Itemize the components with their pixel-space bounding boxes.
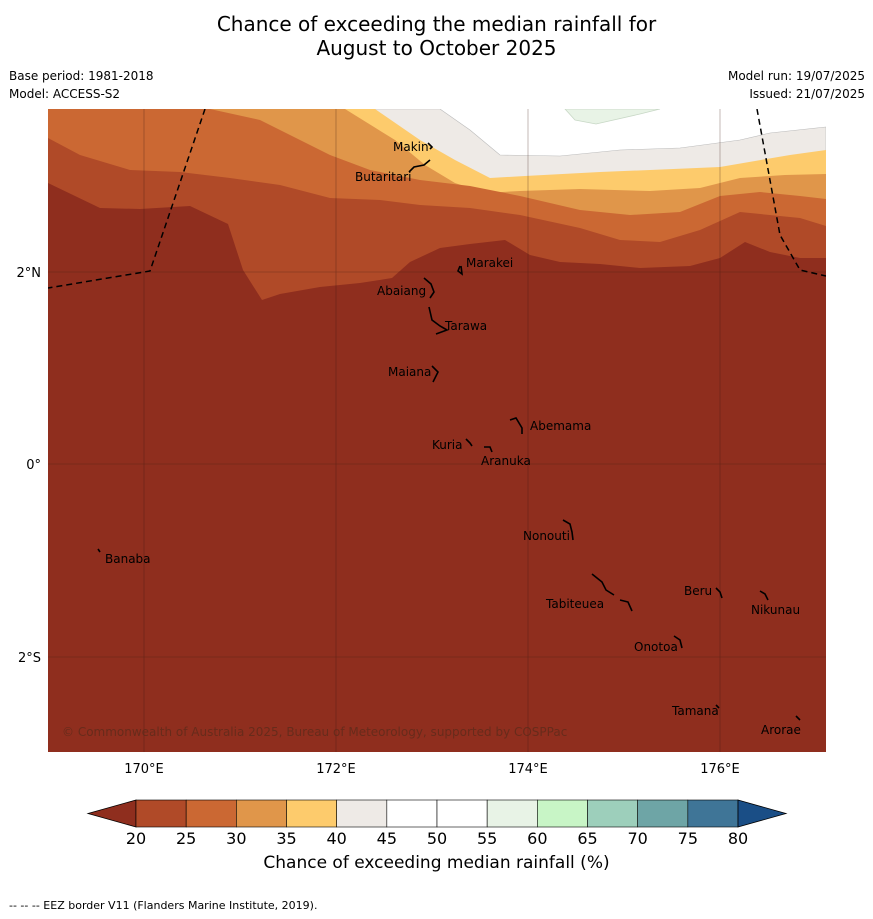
lat-tick-2s: 2°S bbox=[18, 651, 41, 666]
label-nikunau: Nikunau bbox=[751, 603, 800, 617]
colorbar-tick-label: 40 bbox=[326, 829, 346, 848]
lon-tick-176: 176°E bbox=[700, 762, 740, 777]
run-info: Model run: 19/07/2025 Issued: 21/07/2025 bbox=[728, 67, 865, 103]
colorbar-segment bbox=[336, 799, 388, 828]
colorbar-tick-label: 70 bbox=[627, 829, 647, 848]
issued-date: Issued: 21/07/2025 bbox=[749, 87, 865, 101]
label-tarawa: Tarawa bbox=[444, 319, 487, 333]
island-banaba bbox=[97, 548, 101, 553]
island-maiana bbox=[431, 365, 439, 383]
island-outlines bbox=[97, 142, 801, 721]
label-aranuka: Aranuka bbox=[481, 454, 531, 468]
island-kuria bbox=[465, 438, 473, 447]
colorbar-tick-label: 25 bbox=[176, 829, 196, 848]
base-period: Base period: 1981-2018 bbox=[9, 69, 154, 83]
graticule bbox=[48, 109, 826, 752]
island-beru bbox=[715, 587, 723, 599]
colorbar-segment bbox=[587, 799, 638, 828]
colorbar-tick-label: 55 bbox=[477, 829, 497, 848]
lon-tick-172: 172°E bbox=[316, 762, 356, 777]
colorbar-segment bbox=[386, 799, 438, 828]
label-makin: Makin bbox=[393, 140, 429, 154]
colorbar: 20 25 30 35 40 45 50 55 60 65 70 75 80 bbox=[86, 799, 788, 848]
colorbar-tick-label: 35 bbox=[276, 829, 296, 848]
island-makin bbox=[427, 142, 434, 150]
label-arorae: Arorae bbox=[761, 723, 801, 737]
colorbar-segment bbox=[637, 799, 689, 828]
colorbar-segment bbox=[185, 799, 237, 828]
colorbar-tick-label: 50 bbox=[427, 829, 447, 848]
lon-tick-174: 174°E bbox=[508, 762, 548, 777]
label-nonouti: Nonouti bbox=[523, 529, 570, 543]
label-abaiang: Abaiang bbox=[377, 284, 426, 298]
island-onotoa bbox=[673, 635, 683, 649]
band-20-25 bbox=[48, 183, 826, 752]
model-info: Base period: 1981-2018 Model: ACCESS-S2 bbox=[9, 67, 154, 103]
island-nonouti bbox=[562, 519, 574, 541]
label-tamana: Tamana bbox=[671, 704, 719, 718]
colorbar-segment bbox=[236, 799, 287, 828]
label-beru: Beru bbox=[684, 584, 712, 598]
band-55-60 bbox=[564, 109, 661, 125]
colorbar-segment bbox=[537, 799, 588, 828]
label-banaba: Banaba bbox=[105, 552, 151, 566]
colorbar-segment bbox=[486, 799, 538, 828]
title-line-1: Chance of exceeding the median rainfall … bbox=[216, 12, 657, 36]
latitude-ticks: 2°N 0° 2°S bbox=[17, 266, 42, 666]
colorbar-under-arrow bbox=[86, 799, 137, 828]
colorbar-tick-label: 30 bbox=[226, 829, 246, 848]
model-run-date: Model run: 19/07/2025 bbox=[727, 69, 865, 83]
label-onotoa: Onotoa bbox=[634, 640, 678, 654]
label-marakei: Marakei bbox=[466, 256, 513, 270]
island-aranuka bbox=[484, 446, 493, 453]
island-abemama bbox=[509, 417, 523, 434]
island-marakei bbox=[457, 265, 464, 276]
copyright-notice: © Commonwealth of Australia 2025, Bureau… bbox=[62, 725, 567, 739]
map-area: Makin Butaritari Marakei Abaiang Tarawa … bbox=[48, 109, 826, 752]
island-arorae bbox=[795, 715, 801, 721]
title-line-2: August to October 2025 bbox=[316, 36, 557, 60]
map-title: Chance of exceeding the median rainfall … bbox=[0, 12, 873, 60]
longitude-ticks: 170°E 172°E 174°E 176°E bbox=[124, 762, 740, 777]
island-abaiang bbox=[423, 277, 435, 299]
label-kuria: Kuria bbox=[432, 438, 463, 452]
place-labels: Makin Butaritari Marakei Abaiang Tarawa … bbox=[105, 140, 801, 737]
colorbar-segment bbox=[436, 799, 488, 828]
label-tabiteuea: Tabiteuea bbox=[545, 597, 604, 611]
colorbar-tick-label: 60 bbox=[527, 829, 547, 848]
eez-footnote: -- -- -- EEZ border V11 (Flanders Marine… bbox=[9, 899, 318, 912]
island-nikunau bbox=[759, 590, 769, 601]
lat-tick-2n: 2°N bbox=[17, 266, 42, 281]
colorbar-segment bbox=[135, 799, 187, 828]
colorbar-over-arrow bbox=[737, 799, 788, 828]
island-tarawa bbox=[428, 306, 449, 335]
lon-tick-170: 170°E bbox=[124, 762, 164, 777]
colorbar-tick-label: 65 bbox=[577, 829, 597, 848]
island-butaritari bbox=[408, 159, 431, 173]
island-tamana bbox=[715, 704, 720, 709]
colorbar-segment bbox=[286, 799, 337, 828]
colorbar-tick-label: 75 bbox=[678, 829, 698, 848]
label-maiana: Maiana bbox=[388, 365, 431, 379]
label-butaritari: Butaritari bbox=[355, 170, 412, 184]
colorbar-tick-label: 80 bbox=[728, 829, 748, 848]
colorbar-tick-label: 20 bbox=[126, 829, 146, 848]
eez-border bbox=[48, 109, 826, 289]
label-abemama: Abemama bbox=[530, 419, 591, 433]
island-tabiteuea bbox=[591, 573, 633, 612]
colorbar-tick-label: 45 bbox=[377, 829, 397, 848]
model-name: Model: ACCESS-S2 bbox=[9, 87, 121, 101]
colorbar-label: Chance of exceeding median rainfall (%) bbox=[263, 853, 610, 873]
colorbar-segment bbox=[687, 799, 739, 828]
lat-tick-0: 0° bbox=[26, 458, 41, 473]
